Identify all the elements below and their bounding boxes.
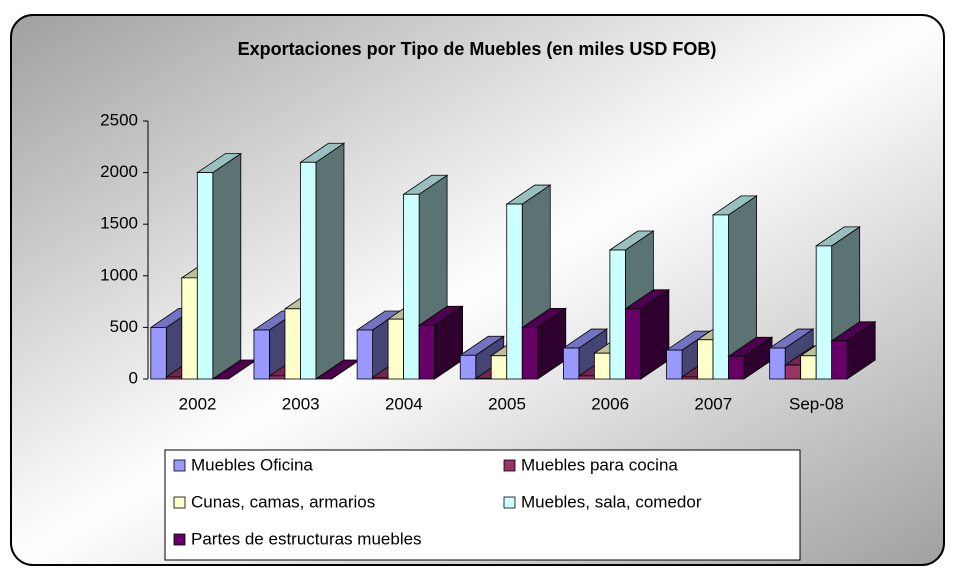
x-tick-label: 2003 [282, 394, 320, 413]
bar-front [800, 355, 817, 380]
bar-front [269, 375, 286, 380]
bar [562, 328, 609, 380]
bar-front [403, 193, 420, 380]
bar [711, 195, 758, 380]
bar-front [697, 339, 714, 380]
x-tick-label: 2004 [385, 394, 423, 413]
legend-swatch [173, 533, 186, 546]
legend-label: Cunas, camas, armarios [191, 492, 375, 511]
bar-front [181, 277, 198, 380]
bar-front [831, 340, 848, 380]
legend-swatch [503, 459, 516, 472]
bar-front [593, 352, 611, 380]
bar-front [681, 376, 698, 380]
legend-label: Muebles, sala, comedor [521, 492, 702, 511]
legend-label: Muebles Oficina [191, 455, 313, 474]
bar-side [315, 142, 345, 380]
bar-front [165, 376, 183, 380]
bar-front [624, 308, 642, 380]
bar-front [300, 161, 317, 380]
chart-frame [10, 14, 945, 566]
y-tick-label: 2000 [100, 162, 138, 181]
bar-front [387, 318, 405, 380]
bar [624, 289, 671, 380]
bar-front [521, 326, 539, 380]
x-tick-label: 2006 [591, 394, 629, 413]
bar [196, 152, 243, 380]
legend-swatch [173, 496, 186, 509]
bar-front [418, 324, 436, 380]
bar-front [666, 349, 683, 380]
y-tick-label: 1000 [100, 265, 138, 284]
bar-front [815, 245, 833, 380]
bar-front [769, 347, 786, 380]
legend-box [164, 449, 801, 561]
bar-front [459, 354, 477, 380]
bar [458, 335, 506, 380]
bar [520, 307, 568, 380]
bar-front [784, 364, 802, 380]
bar [727, 336, 774, 380]
legend-swatch [173, 459, 186, 472]
bar-front [728, 355, 745, 380]
bar-front [506, 203, 523, 380]
chart-title: Exportaciones por Tipo de Muebles (en mi… [238, 39, 717, 59]
bar-side [212, 152, 242, 380]
bar-front [356, 329, 374, 380]
bar-front [562, 347, 580, 380]
bar-front [609, 249, 626, 380]
bar-front [578, 375, 595, 380]
y-tick-label: 2500 [100, 110, 138, 129]
x-tick-label: Sep-08 [789, 394, 844, 413]
bar-front [284, 308, 301, 380]
bar [830, 321, 877, 380]
bar-front [196, 172, 214, 380]
bar-front [712, 214, 729, 380]
bar-front [372, 377, 389, 380]
bar-front [150, 326, 167, 380]
bar-front [475, 378, 492, 380]
bar [299, 142, 346, 380]
bar-front [490, 355, 508, 380]
x-tick-label: 2005 [488, 394, 526, 413]
x-tick-label: 2007 [694, 394, 732, 413]
bar [417, 305, 464, 380]
y-tick-label: 500 [110, 317, 138, 336]
y-tick-label: 1500 [100, 214, 138, 233]
legend-label: Partes de estructuras muebles [191, 529, 422, 548]
legend-label: Muebles para cocina [521, 455, 678, 474]
legend-swatch [503, 496, 516, 509]
y-tick-label: 0 [129, 368, 138, 387]
bar-front [253, 329, 270, 380]
x-tick-label: 2002 [179, 394, 217, 413]
